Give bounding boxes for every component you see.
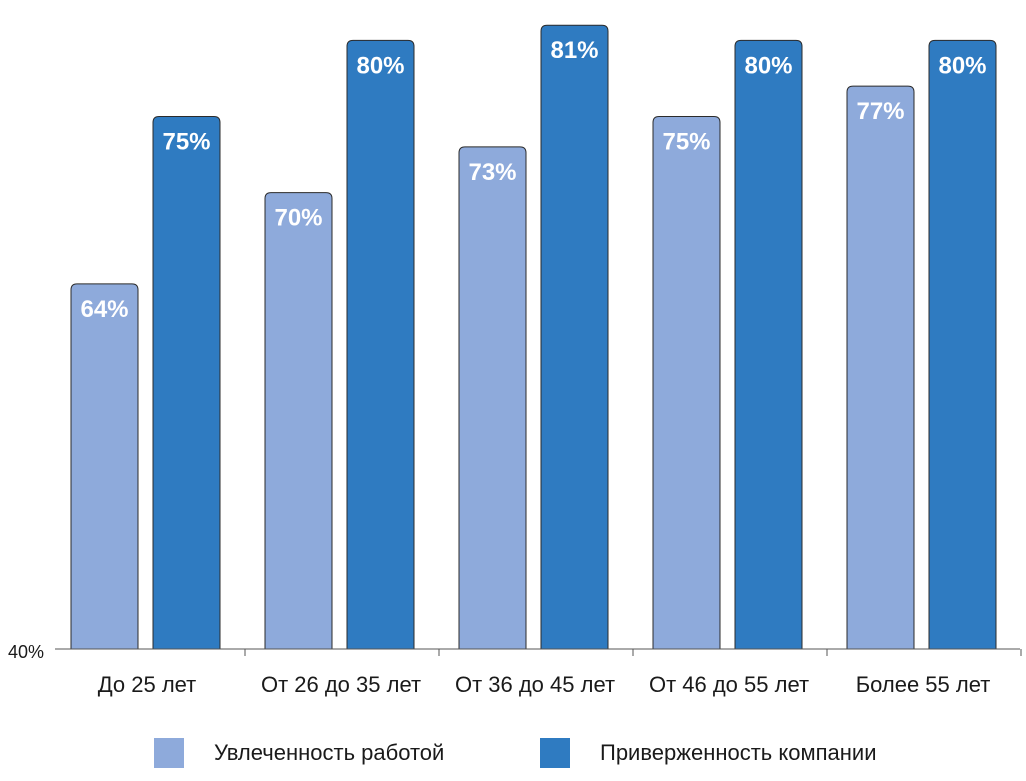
bar-value-label: 64% [80, 296, 128, 323]
legend-label-engagement: Увлеченность работой [214, 740, 445, 765]
labels-layer: 64% 75% До 25 лет 70% 80% От 26 до 35 лет 73% 8… [8, 37, 990, 697]
bar-engagement-4 [846, 85, 915, 650]
bar-engagement-2 [458, 146, 527, 650]
bar-value-label: 77% [856, 98, 904, 125]
bars-layer [70, 24, 997, 650]
category-label: От 26 до 35 лет [261, 672, 421, 697]
y-axis-min-label: 40% [8, 642, 44, 662]
bar-value-label: 80% [356, 52, 404, 79]
bar-engagement-1 [264, 192, 333, 650]
bar-value-label: 80% [938, 52, 986, 79]
bar-commitment-2 [540, 24, 609, 650]
bar-value-label: 81% [550, 37, 598, 64]
bar-commitment-4 [928, 39, 997, 650]
legend: Увлеченность работой Приверженность комп… [0, 738, 1026, 770]
category-label: Более 55 лет [856, 672, 991, 697]
axis-layer [55, 648, 1022, 656]
bar-value-label: 75% [662, 129, 710, 156]
bar-commitment-0 [152, 116, 221, 650]
category-label: От 36 до 45 лет [455, 672, 615, 697]
bar-value-label: 70% [274, 205, 322, 232]
bar-engagement-0 [70, 283, 139, 650]
bar-value-label: 75% [162, 129, 210, 156]
bar-commitment-3 [734, 39, 803, 650]
bar-commitment-1 [346, 39, 415, 650]
legend-item-commitment: Приверженность компании [540, 738, 877, 768]
legend-swatch-engagement [154, 738, 184, 768]
category-label: От 46 до 55 лет [649, 672, 809, 697]
legend-label-commitment: Приверженность компании [600, 740, 877, 765]
legend-item-engagement: Увлеченность работой [154, 738, 444, 768]
bar-chart: 64% 75% До 25 лет 70% 80% От 26 до 35 лет 73% 8… [8, 24, 1022, 697]
bar-value-label: 80% [744, 52, 792, 79]
bar-engagement-3 [652, 116, 721, 650]
category-label: До 25 лет [98, 672, 197, 697]
legend-swatch-commitment [540, 738, 570, 768]
bar-value-label: 73% [468, 159, 516, 186]
